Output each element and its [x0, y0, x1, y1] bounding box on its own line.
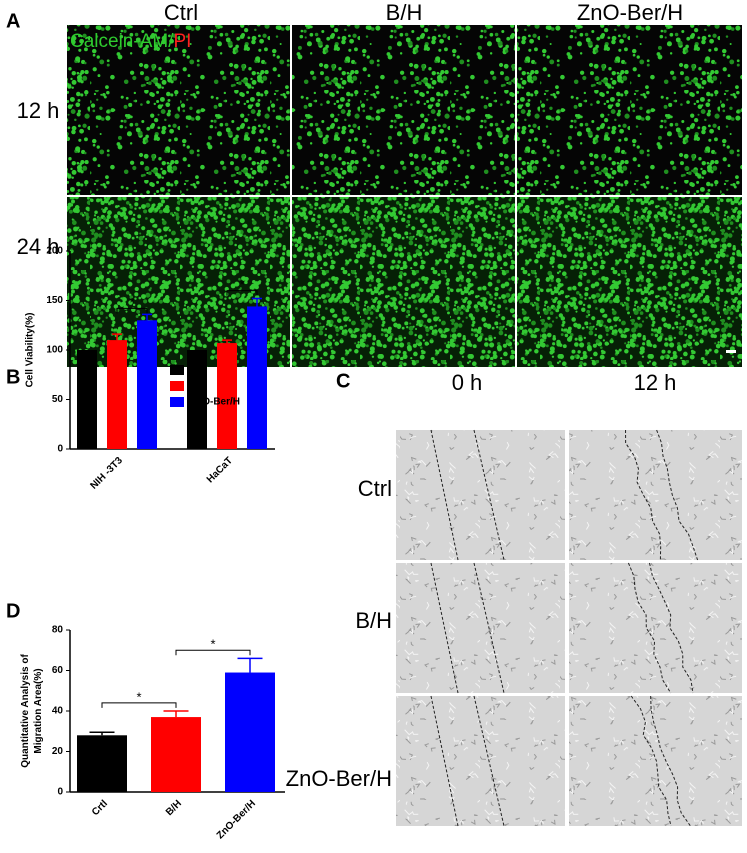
y-tick-label: 0 — [57, 444, 63, 455]
significance-bracket — [175, 649, 251, 656]
bar — [77, 350, 97, 449]
panel-label: A — [6, 10, 20, 32]
x-tick-label: ZnO-Ber/H — [215, 798, 258, 841]
wound-edge — [630, 695, 672, 827]
panel-label: B — [6, 366, 20, 388]
legend-swatch — [170, 365, 184, 375]
wound-edge — [473, 562, 505, 694]
bar — [137, 320, 157, 449]
stain-label: Calcein-AM/PI — [70, 31, 191, 52]
stain-green: Calcein-AM — [70, 31, 168, 52]
bar — [247, 306, 267, 449]
wound-edge — [656, 429, 699, 561]
significance-label: * — [129, 295, 134, 310]
significance-bracket — [101, 702, 177, 708]
x-tick-label: NIH -3T3 — [89, 455, 126, 492]
row-label: 12 h — [17, 98, 60, 123]
wound-edge — [625, 429, 662, 561]
phase-contrast-image — [396, 696, 565, 826]
wound-edge — [649, 562, 694, 694]
y-tick-label: 80 — [52, 625, 64, 636]
bar — [187, 350, 207, 449]
error-bar — [237, 657, 263, 673]
error-bar — [222, 339, 232, 344]
fluorescence-image — [292, 197, 515, 367]
fluorescence-image — [517, 197, 742, 367]
y-tick-label: 50 — [52, 394, 64, 405]
fluorescence-image — [517, 25, 742, 195]
bar — [217, 343, 237, 449]
row-label: 24 h — [17, 234, 60, 259]
legend-label: Ctrl — [190, 365, 207, 376]
legend-swatch — [170, 381, 184, 391]
significance-label: * — [136, 689, 141, 704]
x-tick-label: HaCaT — [205, 455, 235, 485]
legend-label: B/H — [190, 381, 207, 392]
y-tick-label: 60 — [52, 665, 64, 676]
panel-label: D — [6, 600, 20, 622]
wound-edge — [430, 562, 459, 694]
y-tick-label: 150 — [46, 295, 63, 306]
bar — [225, 672, 275, 792]
column-label: 0 h — [452, 370, 483, 395]
y-axis-label: Cell Viability(%) — [25, 313, 36, 388]
y-tick-label: 0 — [57, 787, 63, 798]
scale-bar — [726, 350, 736, 353]
error-bar — [163, 710, 189, 718]
significance-bracket — [116, 307, 148, 314]
row-label: Ctrl — [358, 476, 392, 501]
column-label: Ctrl — [164, 0, 198, 25]
error-bar — [89, 731, 115, 736]
wound-edge — [473, 429, 505, 561]
y-axis-label: Migration Area(%) — [33, 668, 44, 753]
error-bar — [112, 333, 122, 341]
x-tick-label: B/H — [164, 798, 184, 818]
legend-label: ZnO-Ber/H — [190, 397, 240, 408]
phase-contrast-image — [396, 563, 565, 693]
wound-edge — [650, 695, 691, 827]
phase-contrast-image — [569, 430, 742, 560]
significance-label: * — [210, 637, 215, 652]
stain-red: PI — [173, 31, 191, 52]
y-tick-label: 100 — [46, 345, 63, 356]
significance-bracket — [226, 290, 258, 296]
bar — [77, 735, 127, 792]
fluorescence-image — [67, 25, 290, 195]
wound-edge — [430, 429, 459, 561]
column-label: 12 h — [634, 370, 677, 395]
wound-edge — [627, 562, 672, 694]
y-tick-label: 200 — [46, 246, 63, 257]
error-bar — [142, 313, 152, 321]
row-label: B/H — [355, 608, 392, 633]
bar — [151, 717, 201, 792]
y-axis-label: Quantitative Analysis of — [20, 654, 31, 768]
phase-contrast-image — [396, 430, 565, 560]
y-tick-label: 40 — [52, 706, 64, 717]
panel-label: C — [336, 370, 350, 392]
fluorescence-image — [292, 25, 515, 195]
x-tick-label: Crtl — [90, 798, 110, 818]
phase-contrast-image — [569, 563, 742, 693]
legend-swatch — [170, 397, 184, 407]
phase-contrast-image — [569, 696, 742, 826]
bar — [107, 340, 127, 449]
wound-edge — [430, 695, 459, 827]
y-tick-label: 20 — [52, 746, 64, 757]
stain-separator: / — [168, 31, 174, 52]
column-label: ZnO-Ber/H — [577, 0, 683, 25]
row-label: ZnO-Ber/H — [286, 766, 392, 791]
significance-label: * — [239, 277, 244, 292]
error-bar — [252, 297, 262, 307]
wound-edge — [473, 695, 505, 827]
column-label: B/H — [386, 0, 423, 25]
